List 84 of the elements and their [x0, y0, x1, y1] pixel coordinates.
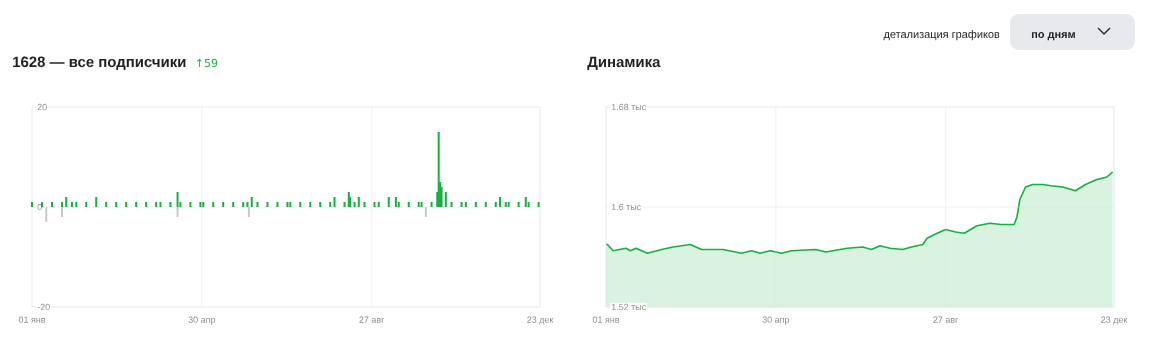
x-tick-label: 01 янв — [18, 316, 46, 323]
x-tick-label: 27 авг — [933, 316, 959, 323]
bar — [189, 202, 192, 207]
bar — [145, 202, 148, 207]
bar — [430, 202, 433, 207]
x-tick-label: 01 янв — [592, 316, 620, 323]
bar — [299, 202, 302, 207]
bar — [499, 197, 502, 207]
bar — [246, 202, 249, 207]
bar — [343, 202, 346, 207]
bar — [377, 202, 380, 207]
bar — [250, 197, 253, 207]
bar — [420, 202, 423, 207]
text: по дням — [1031, 32, 1075, 41]
x-tick-label: 23 дек — [1101, 316, 1128, 325]
text: ↑59 — [197, 58, 218, 68]
bar — [212, 202, 215, 207]
bar — [70, 202, 73, 207]
bar — [159, 202, 162, 207]
bar — [474, 202, 477, 207]
bar — [95, 197, 98, 207]
y-tick-label: 20 — [37, 103, 47, 111]
bar — [266, 202, 269, 207]
bar — [40, 202, 43, 207]
bar — [85, 202, 88, 207]
bar — [353, 202, 356, 207]
bar — [125, 202, 128, 207]
bar — [60, 207, 63, 217]
bar — [60, 202, 63, 207]
bar — [424, 207, 427, 217]
bar — [289, 202, 292, 207]
bar — [115, 202, 118, 207]
bar — [256, 202, 259, 207]
bar — [309, 202, 312, 207]
bar — [199, 202, 202, 207]
bar — [507, 202, 510, 207]
bar — [105, 202, 108, 207]
bar — [176, 207, 179, 217]
y-tick-label: 1.68 тыс — [611, 103, 646, 111]
y-tick-label: 1.52 тыс — [611, 303, 646, 311]
bar — [407, 202, 410, 207]
chart-title: Динамика — [587, 56, 661, 70]
x-tick-label: 30 апр — [762, 316, 790, 325]
bar — [357, 197, 360, 207]
bar — [202, 202, 205, 207]
bar — [319, 202, 322, 207]
bar — [155, 202, 158, 207]
bar — [524, 197, 527, 207]
bar — [329, 202, 332, 207]
y-tick-label: -20 — [37, 303, 50, 311]
bar — [460, 202, 463, 207]
bar — [65, 197, 68, 207]
bar — [394, 197, 397, 207]
y-tick-label: 1.6 тыс — [611, 203, 641, 211]
bar — [247, 207, 250, 217]
bar — [286, 202, 289, 207]
bar — [494, 202, 497, 207]
bar — [363, 202, 366, 207]
bar — [50, 202, 53, 207]
bar — [504, 202, 507, 207]
bar — [537, 202, 540, 207]
bar — [242, 202, 245, 207]
bar — [276, 202, 279, 207]
x-tick-label: 30 апр — [188, 316, 216, 325]
bar — [464, 202, 467, 207]
text: детализация графиков — [883, 30, 1000, 41]
bar — [387, 197, 390, 207]
bar — [222, 202, 225, 207]
x-tick-label: 27 авг — [359, 316, 385, 323]
bar — [232, 202, 235, 207]
bar — [75, 202, 78, 207]
bar — [176, 192, 179, 207]
x-tick-label: 23 дек — [527, 316, 554, 325]
bar — [417, 202, 420, 207]
bar — [450, 202, 453, 207]
bar — [333, 197, 336, 207]
bar — [169, 202, 172, 207]
bar — [135, 202, 138, 207]
bar — [444, 192, 447, 207]
bar — [45, 207, 48, 222]
bar — [484, 202, 487, 207]
chart-title: 1628 — все подписчики — [13, 56, 186, 70]
bar — [517, 202, 520, 207]
bar — [373, 202, 376, 207]
